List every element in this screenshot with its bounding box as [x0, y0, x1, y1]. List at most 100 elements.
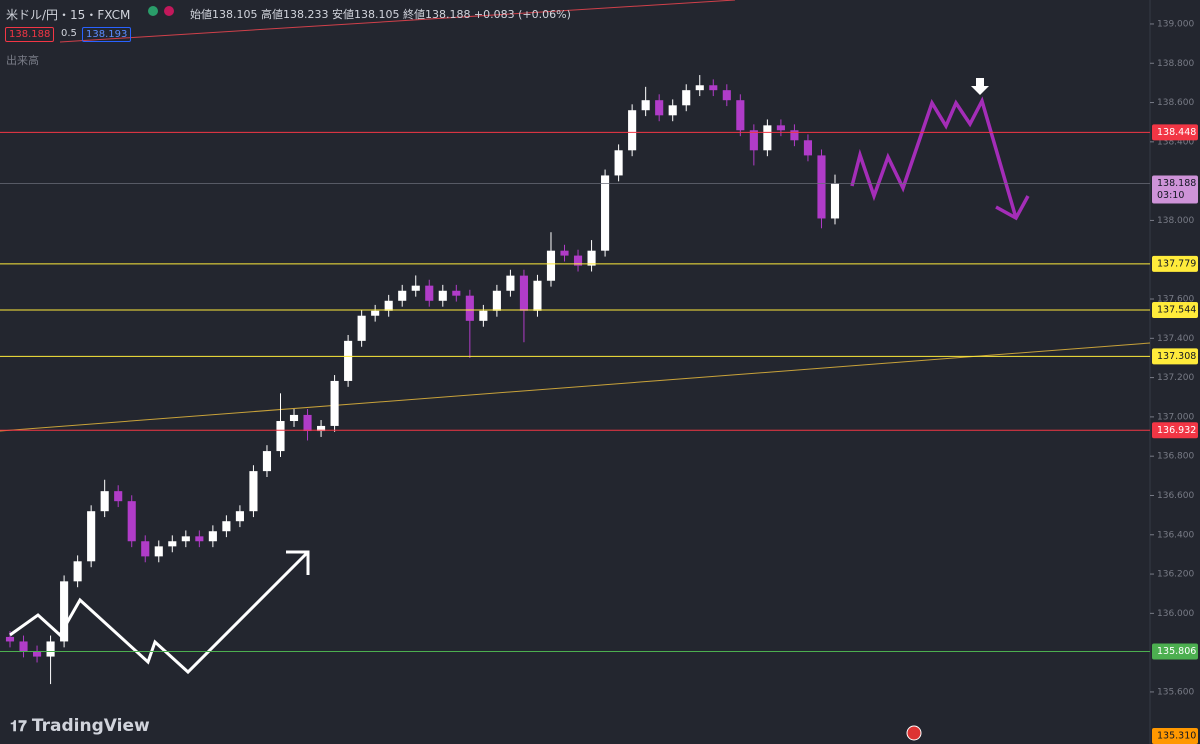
y-tick-label: 138.400: [1157, 137, 1194, 147]
last-price-box: [1152, 175, 1198, 204]
candle-body: [398, 290, 407, 301]
arrow-head: [286, 550, 310, 575]
level-label-box: [1152, 728, 1198, 744]
arrow-head: [995, 195, 1030, 221]
candle-body: [830, 183, 840, 219]
candle-body: [60, 581, 69, 642]
candle-body: [289, 414, 299, 422]
volume-toggle[interactable]: 出来高: [6, 54, 39, 67]
level-label-box: [1152, 422, 1198, 439]
level-label: 137.544: [1157, 305, 1196, 316]
last-price: 138.188: [1157, 178, 1196, 189]
y-tick-label: 135.600: [1157, 687, 1194, 697]
y-tick-label: 137.400: [1157, 334, 1194, 344]
candle-body: [73, 561, 82, 582]
symbol: 米ドル/円・15・FXCM: [6, 8, 131, 22]
y-tick-label: 139.000: [1157, 19, 1194, 29]
down-marker: [971, 78, 989, 95]
y-tick-label: 137.000: [1157, 412, 1194, 422]
candle-body: [492, 290, 501, 311]
status-dot: [148, 6, 158, 16]
candle-body: [411, 285, 420, 291]
candle-body: [803, 140, 813, 156]
candle-body: [438, 290, 447, 301]
candle-body: [479, 310, 488, 321]
candle-body: [154, 546, 163, 557]
y-tick-label: 136.600: [1157, 491, 1194, 501]
candle-body: [709, 85, 718, 91]
candle-body: [573, 255, 583, 266]
candle-body: [249, 471, 258, 512]
y-tick-label: 136.200: [1157, 570, 1194, 580]
candle-body: [546, 250, 556, 281]
candle-body: [722, 90, 731, 101]
candle-body: [208, 531, 217, 542]
y-tick-label: 136.000: [1157, 609, 1194, 619]
countdown: 03:10: [1157, 190, 1184, 201]
ask[interactable]: 138.193: [82, 27, 132, 42]
y-tick-label: 137.200: [1157, 373, 1194, 383]
candle-body: [776, 125, 785, 131]
candle-body: [465, 295, 474, 321]
forecast-arrow: [850, 96, 1018, 219]
candle-body: [344, 340, 353, 381]
candles: [5, 75, 840, 685]
spread: 0.5: [61, 28, 77, 39]
event-icon: [906, 725, 922, 741]
candle-body: [181, 536, 190, 542]
level-label-box: [1152, 348, 1198, 365]
candle-body: [655, 100, 664, 116]
candle-body: [141, 541, 150, 557]
logo-mark: 𝟏𝟕: [10, 717, 32, 735]
candle-body: [32, 651, 42, 657]
candle-body: [384, 300, 393, 311]
candle-body: [46, 641, 55, 657]
candle-body: [235, 511, 244, 522]
scenario-arrow: [9, 550, 310, 675]
candle-body: [19, 641, 28, 652]
candle-body: [195, 536, 204, 542]
candle-body: [425, 285, 434, 301]
trend-line: [59, 0, 736, 43]
candle-body: [452, 290, 461, 296]
candle-body: [614, 150, 623, 176]
candle-body: [628, 110, 637, 151]
level-label: 138.448: [1157, 127, 1196, 138]
candle-body: [5, 636, 15, 642]
candle-body: [587, 250, 596, 266]
level-label-box: [1152, 255, 1198, 272]
level-label: 137.779: [1157, 258, 1196, 269]
level-label: 137.308: [1157, 351, 1196, 362]
candle-body: [790, 130, 799, 141]
candle-body: [601, 175, 610, 251]
candle-body: [560, 250, 569, 256]
candle-body: [100, 491, 109, 512]
candle-body: [641, 100, 650, 111]
candle-body: [87, 511, 96, 562]
y-tick-label: 136.800: [1157, 452, 1194, 462]
candle-body: [114, 491, 123, 502]
candle-body: [668, 105, 677, 116]
logo-text: TradingView: [31, 716, 150, 736]
candle-body: [262, 451, 272, 472]
level-label: 136.932: [1157, 425, 1196, 436]
status-dot: [164, 6, 174, 16]
logo: 𝟏𝟕 TradingView: [10, 716, 150, 736]
candle-body: [371, 310, 380, 316]
y-tick-label: 138.600: [1157, 98, 1194, 108]
bid[interactable]: 138.188: [5, 27, 55, 42]
candle-body: [276, 421, 285, 452]
candle-body: [682, 90, 691, 106]
candle-body: [303, 414, 312, 432]
candle-body: [330, 380, 339, 426]
level-label: 135.806: [1157, 646, 1196, 657]
level-label: 135.310: [1157, 731, 1196, 742]
candle-body: [533, 280, 542, 311]
candle-body: [817, 155, 826, 219]
level-label-box: [1152, 643, 1198, 660]
y-tick-label: 138.000: [1157, 216, 1194, 226]
level-label-box: [1152, 124, 1198, 141]
candle-body: [222, 521, 231, 532]
